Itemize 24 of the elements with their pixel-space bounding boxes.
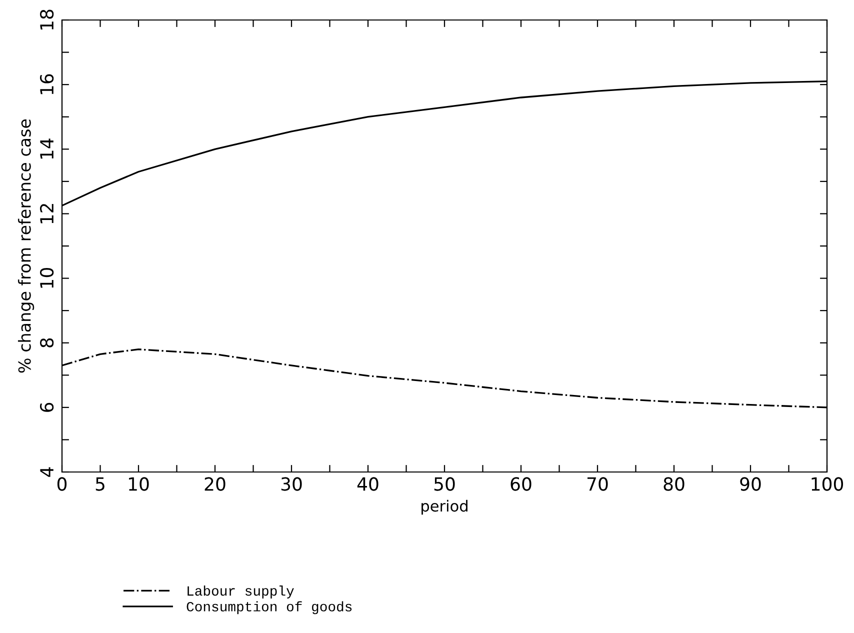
y-tick-label: 18 [40,10,54,30]
y-tick-label: 14 [40,138,54,159]
x-tick-label: 70 [587,477,608,491]
y-tick-label: 10 [40,268,54,288]
y-axis-title: % change from reference case [18,119,34,373]
y-tick-label: 6 [40,402,54,412]
x-tick-label: 30 [281,477,302,491]
x-tick-label: 80 [664,477,684,491]
y-tick-label: 16 [40,74,54,94]
y-tick-label: 8 [40,338,54,348]
x-tick-label: 5 [96,477,104,491]
x-axis-title: period [422,500,468,515]
legend-label: Consumption of goods [186,601,352,614]
x-tick-label: 90 [740,477,761,491]
x-tick-label: 10 [128,477,149,491]
x-tick-label: 50 [434,477,455,491]
y-tick-label: 4 [40,467,54,477]
legend-label: Labour supply [188,586,294,598]
x-tick-label: 60 [510,477,532,491]
x-tick-label: 20 [204,477,226,491]
x-tick-label: 40 [357,477,378,491]
x-tick-label: 100 [812,477,844,491]
x-tick-label: 0 [57,477,67,491]
y-tick-label: 12 [40,204,54,224]
